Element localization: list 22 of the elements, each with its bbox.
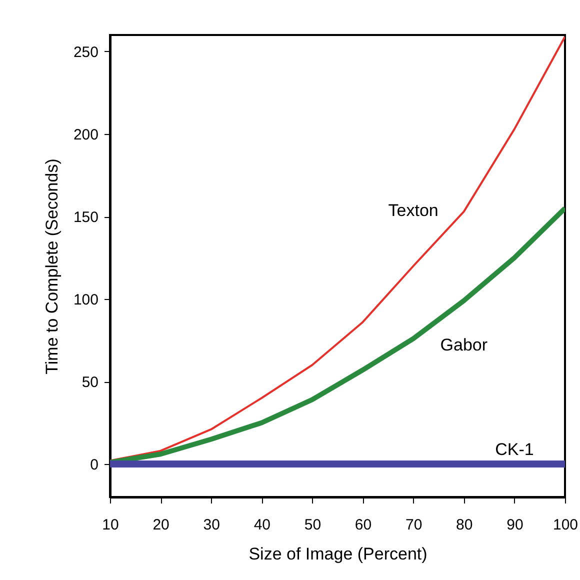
- x-tick-label: 30: [203, 516, 220, 534]
- x-tick-label: 50: [304, 516, 322, 534]
- y-tick-label: 200: [73, 126, 98, 144]
- y-tick-label: 150: [73, 209, 98, 226]
- x-tick-label: 20: [152, 516, 170, 534]
- series-label: Gabor: [440, 336, 488, 355]
- x-tick-label: 10: [102, 516, 119, 534]
- series-label: CK-1: [495, 440, 534, 459]
- x-tick-label: 90: [506, 516, 524, 534]
- x-axis-title: Size of Image (Percent): [248, 544, 428, 564]
- y-tick-label: 100: [73, 292, 98, 308]
- y-tick-label: 50: [82, 374, 98, 391]
- y-axis-title: Time to Complete (Seconds): [42, 158, 62, 374]
- line-series: [110, 36, 565, 462]
- x-tick-label: 60: [354, 516, 372, 534]
- y-tick-label: 250: [73, 44, 98, 61]
- x-tick-label: 100: [552, 516, 578, 534]
- series-label: Texton: [388, 201, 438, 220]
- x-tick-label: 70: [405, 516, 422, 534]
- x-tick-label: 40: [254, 516, 271, 534]
- y-tick-label: 0: [90, 456, 98, 474]
- x-tick-label: 80: [456, 516, 473, 534]
